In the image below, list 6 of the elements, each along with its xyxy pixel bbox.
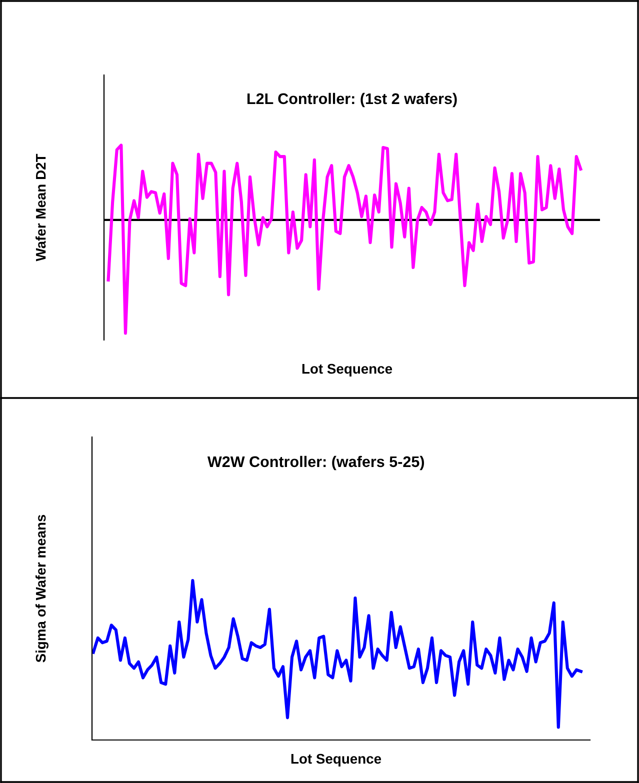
x-axis-title: Lot Sequence [302,364,392,376]
chart-title: W2W Controller: (wafers 5-25) [207,456,424,470]
chart-title: L2L Controller: (1st 2 wafers) [247,92,457,108]
y-axis-title: Wafer Mean D2T [36,154,46,262]
x-axis-title: Lot Sequence [291,754,382,766]
y-axis-title: Sigma of Wafer means [35,514,49,662]
